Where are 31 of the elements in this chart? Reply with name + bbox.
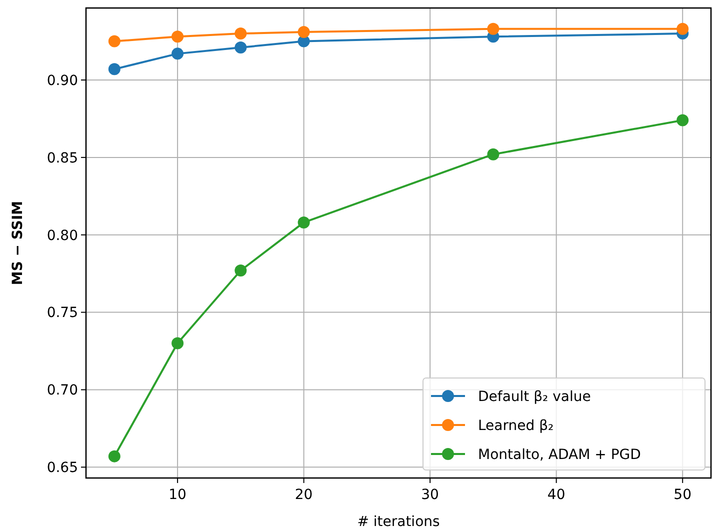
legend-label: Montalto, ADAM + PGD: [478, 446, 641, 463]
x-tick-label: 50: [674, 487, 692, 503]
y-tick-label: 0.75: [46, 305, 78, 322]
legend-label: Default β₂ value: [478, 388, 591, 405]
point: [676, 114, 689, 126]
legend-label: Learned β₂: [478, 418, 554, 434]
point: [108, 63, 120, 76]
x-tick-label: 20: [294, 487, 313, 503]
point: [172, 30, 184, 43]
x-tick-label: 40: [547, 487, 566, 503]
x-tick-label: 30: [421, 487, 439, 503]
point: [487, 22, 500, 35]
point: [487, 148, 500, 160]
y-tick-label: 0.85: [46, 150, 78, 166]
y-tick-label: 0.90: [46, 72, 78, 89]
point: [234, 264, 247, 276]
point: [108, 35, 120, 48]
y-tick-label: 0.65: [46, 460, 78, 476]
point: [234, 28, 247, 40]
y-axis-title: MS − SSIM: [10, 200, 26, 286]
point: [676, 22, 689, 35]
y-tick-label: 0.70: [46, 382, 78, 399]
x-tick-label: 10: [168, 487, 186, 503]
point: [234, 41, 247, 54]
point: [108, 450, 120, 462]
point: [172, 337, 184, 350]
x-axis-title: # iterations: [357, 514, 440, 530]
point: [172, 48, 184, 60]
y-tick-label: 0.80: [46, 228, 78, 244]
point: [298, 216, 310, 228]
point: [298, 26, 310, 38]
